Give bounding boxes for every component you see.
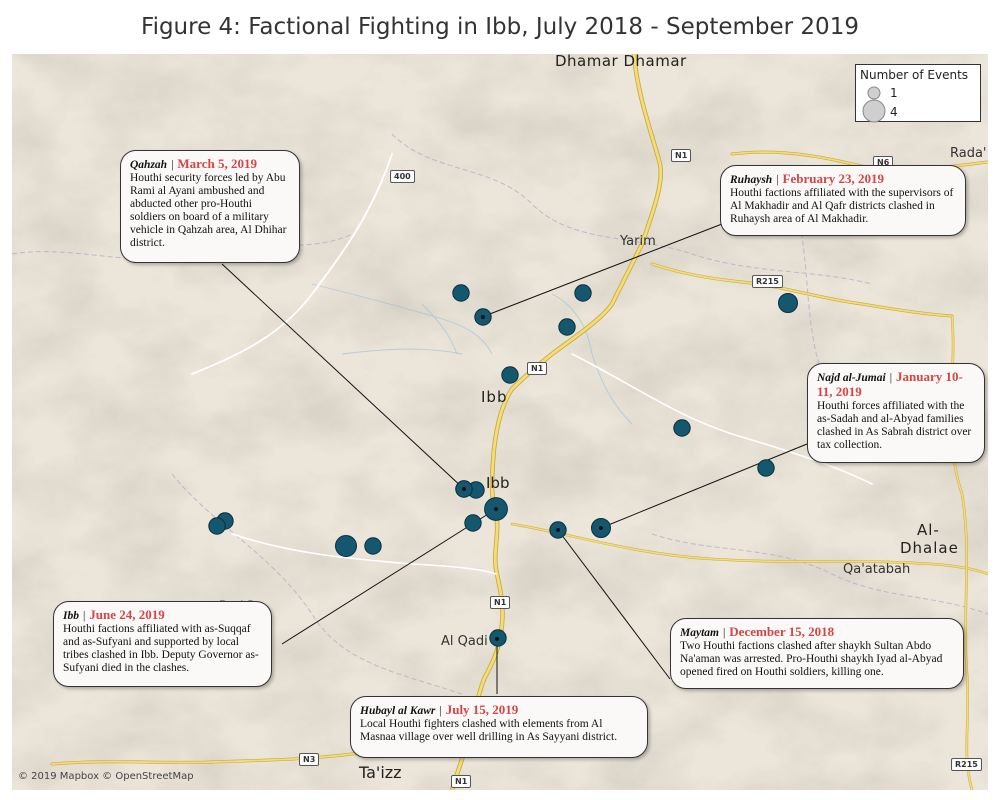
event-marker[interactable] [335,535,357,557]
figure-title: Figure 4: Factional Fighting in Ibb, Jul… [141,14,859,40]
leader-line-ibb [281,508,497,645]
event-marker[interactable] [208,517,226,535]
legend-symbols [862,86,886,123]
callout-ibb[interactable]: Ibb | June 24, 2019 Houthi factions affili… [53,601,272,687]
legend: Number of Events 1 4 [855,64,981,123]
road-shield-n1-taizz: N1 [451,775,472,788]
leader-line-qahzah [221,263,465,490]
event-marker[interactable] [464,514,482,532]
leader-line-maytam [557,529,671,680]
callout-place: Ibb [63,610,79,622]
callout-hubayl-al-kawr[interactable]: Hubayl al Kawr | July 15, 2019 Local Houth… [350,696,648,758]
event-marker[interactable] [673,419,691,437]
pin-ruhaysh [481,315,485,319]
callout-date: July 15, 2019 [445,702,519,717]
callout-text: Local Houthi fighters clashed with eleme… [360,718,618,743]
label-al-qadi: Al Qadi [441,634,488,649]
label-ibb: Ibb [486,474,510,492]
label-ibb-upper: Ibb [481,388,508,406]
road-shield-n1-ibb: N1 [527,362,548,375]
label-al-dhalae-1: Al- [917,521,940,539]
event-marker[interactable] [778,293,798,313]
pin-hubayl [495,637,499,641]
callout-najd-al-jumai[interactable]: Najd al-Jumai | January 10-11, 2019 Houthi… [807,363,985,463]
callout-place: Hubayl al Kawr [360,705,436,717]
event-marker[interactable] [757,459,775,477]
callout-ruhaysh[interactable]: Ruhaysh | February 23, 2019 Houthi faction… [720,165,966,236]
callout-date: February 23, 2019 [782,171,884,186]
callout-place: Ruhaysh [730,174,773,186]
road-shield-400: 400 [390,170,415,183]
event-marker[interactable] [558,318,576,336]
pin-najd [599,526,603,530]
legend-circle-large [862,99,886,123]
label-qaatabah: Qa'atabah [843,562,911,577]
callout-text: Houthi forces affiliated with the as-Sad… [817,400,972,451]
label-al-dhalae-2: Dhalae [900,539,959,557]
legend-circle-small [867,86,881,100]
callout-date: March 5, 2019 [177,156,257,171]
road-shield-n3: N3 [299,753,320,766]
callout-maytam[interactable]: Maytam | December 15, 2018 Two Houthi fact… [670,618,964,689]
label-yarim: Yarim [620,234,656,249]
callout-date: December 15, 2018 [729,624,835,639]
leader-lines [221,223,808,694]
callout-text: Houthi security forces led by Abu Rami a… [130,172,287,249]
legend-label-1: 1 [890,86,898,100]
label-radaa: Rada' [950,146,987,161]
event-marker[interactable] [452,284,470,302]
callout-place: Maytam [680,627,719,639]
leader-line-ruhaysh [481,223,723,318]
rivers [311,283,633,425]
event-marker[interactable] [574,284,592,302]
label-taizz: Ta'izz [359,763,402,782]
legend-title: Number of Events [860,68,969,82]
callout-text: Houthi factions affiliated with the supe… [730,187,954,225]
callout-date: January 10-11, 2019 [817,369,963,399]
road-shield-n1-south: N1 [490,596,511,609]
leader-line-najd [600,443,808,529]
callout-place: Najd al-Jumai [817,372,886,384]
label-dhamar: Dhamar Dhamar [555,52,687,70]
pin-maytam [556,528,560,532]
callout-text: Houthi factions affiliated with as-Suqqa… [63,623,259,674]
callout-place: Qahzah [130,159,168,171]
map-attribution[interactable]: © 2019 Mapbox © OpenStreetMap [18,771,194,782]
legend-label-4: 4 [890,105,898,119]
leader-pins [462,315,603,641]
event-marker[interactable] [364,537,382,555]
road-shield-r215-east: R215 [752,275,783,288]
callout-text: Two Houthi factions clashed after shaykh… [680,640,943,678]
event-marker[interactable] [501,366,519,384]
road-shield-r215-south: R215 [951,758,982,771]
road-shield-n1-north: N1 [671,149,692,162]
pin-qahzah [462,487,466,491]
roads [50,54,988,790]
event-markers [208,284,798,647]
callout-qahzah[interactable]: Qahzah | March 5, 2019 Houthi security for… [120,150,300,263]
callout-date: June 24, 2019 [89,607,165,622]
pin-ibb [494,507,498,511]
